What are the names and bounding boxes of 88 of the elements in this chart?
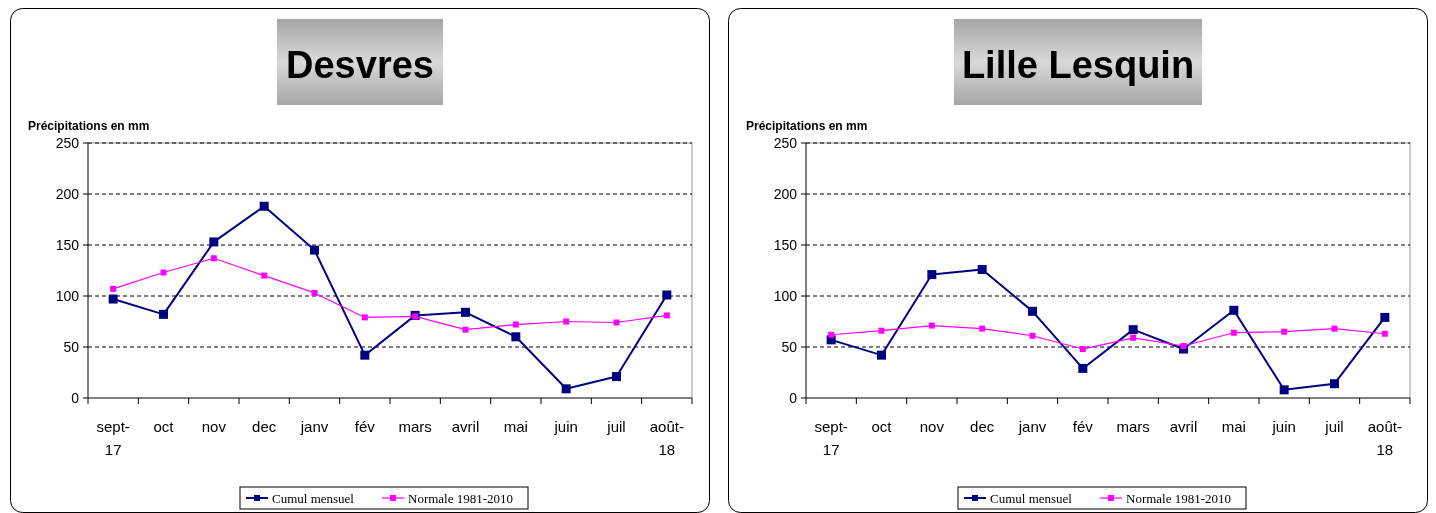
x-tick-label: mars [1116, 418, 1150, 435]
point [1331, 325, 1338, 332]
point [828, 331, 835, 338]
x-tick-label: oct [871, 418, 893, 435]
x-tick-label: nov [919, 418, 945, 435]
chart-title: Lille Lesquin [961, 44, 1195, 86]
x-tick-label: juin [553, 418, 578, 435]
x-tick-label: dec [970, 418, 995, 435]
point [877, 350, 886, 360]
y-tick-label: 250 [55, 134, 80, 151]
y-tick-label: 200 [773, 185, 798, 202]
chart-title: Desvres [286, 44, 434, 86]
point [1380, 312, 1390, 322]
point [928, 322, 935, 329]
point [979, 325, 986, 332]
y-axis-title: Précipitations en mm [746, 119, 868, 133]
point [361, 314, 368, 321]
point [1078, 363, 1088, 373]
point [461, 307, 470, 317]
y-tick-label: 200 [55, 185, 80, 202]
point [311, 289, 318, 296]
legend-label: Normale 1981-2010 [1126, 490, 1232, 506]
point [261, 272, 268, 279]
point [108, 294, 118, 304]
point [1028, 306, 1037, 316]
point [210, 255, 217, 262]
point [1230, 329, 1237, 336]
x-tick-label: dec [252, 418, 277, 435]
point [1229, 305, 1239, 315]
y-tick-label: 150 [773, 236, 798, 253]
point [662, 290, 672, 300]
x-tick-label: avril [1169, 418, 1198, 435]
point [1381, 330, 1388, 337]
point [1180, 342, 1187, 349]
x-tick-label: fév [354, 418, 376, 435]
x-tick-label: fév [1072, 418, 1094, 435]
legend-label: Normale 1981-2010 [408, 490, 514, 506]
x-tick-label: août-18 [1367, 418, 1402, 458]
point [1079, 346, 1086, 353]
point [663, 312, 670, 319]
legend-label: Cumul mensuel [990, 490, 1073, 506]
x-tick-label: janv [1017, 418, 1047, 435]
point [310, 245, 319, 255]
x-tick-label: oct [153, 418, 175, 435]
y-tick-label: 50 [781, 338, 798, 355]
point [160, 269, 167, 276]
point [1279, 385, 1289, 395]
point [613, 319, 620, 326]
x-tick-label: mai [503, 418, 528, 435]
point [927, 270, 937, 280]
x-tick-label: sept-17 [96, 418, 130, 458]
point [977, 264, 987, 274]
point [462, 326, 469, 333]
point [1330, 379, 1339, 389]
y-tick-label: 50 [63, 338, 80, 355]
y-tick-label: 0 [789, 389, 798, 406]
y-tick-label: 100 [773, 287, 798, 304]
point [209, 237, 219, 247]
x-tick-label: sept-17 [814, 418, 848, 458]
x-tick-label: nov [201, 418, 227, 435]
x-tick-label: mai [1221, 418, 1246, 435]
y-axis-title: Précipitations en mm [28, 119, 150, 133]
x-tick-label: juil [1324, 418, 1344, 435]
x-tick-label: août-18 [649, 418, 684, 458]
point [110, 285, 117, 292]
point [1130, 334, 1137, 341]
point [1128, 325, 1138, 335]
y-tick-label: 100 [55, 287, 80, 304]
y-tick-label: 250 [773, 134, 798, 151]
point [561, 384, 571, 394]
x-tick-label: avril [451, 418, 480, 435]
point [1029, 332, 1036, 339]
x-tick-label: juil [606, 418, 626, 435]
y-tick-label: 0 [71, 389, 80, 406]
y-tick-label: 150 [55, 236, 80, 253]
point [612, 372, 621, 382]
x-tick-label: janv [299, 418, 329, 435]
point [511, 332, 521, 342]
x-tick-label: mars [398, 418, 432, 435]
point [563, 318, 570, 325]
point [259, 201, 269, 211]
point [878, 327, 885, 334]
point [1281, 328, 1288, 335]
point [512, 321, 519, 328]
point [159, 309, 168, 319]
x-tick-label: juin [1271, 418, 1296, 435]
legend-label: Cumul mensuel [272, 490, 355, 506]
point [360, 350, 370, 360]
